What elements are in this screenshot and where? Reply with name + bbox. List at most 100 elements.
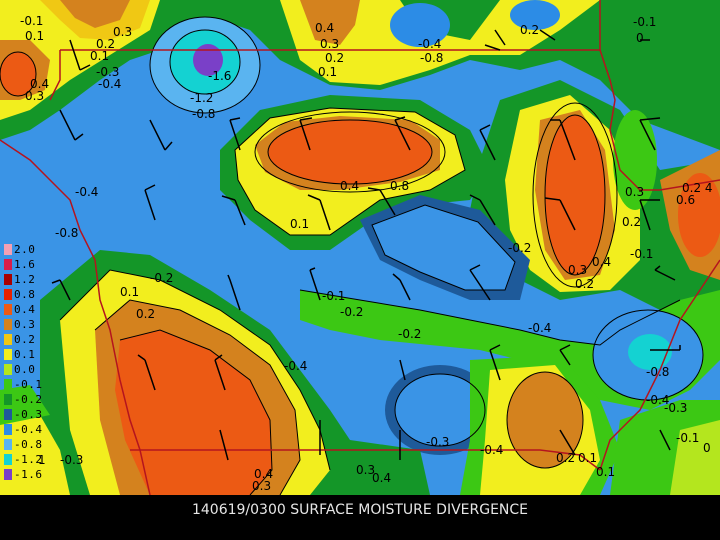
contour-label: 0.2	[556, 451, 575, 465]
legend-label: -1.6	[14, 468, 43, 481]
region-sw-red	[115, 330, 272, 495]
legend-swatch	[4, 379, 12, 390]
contour-label: 0.1	[90, 49, 109, 63]
contour-label: 0.4	[30, 77, 49, 91]
legend-swatch	[4, 439, 12, 450]
legend-swatch	[4, 334, 12, 345]
contour-label: -0.1	[633, 15, 656, 29]
contour-label: 0.3	[25, 89, 44, 103]
contour-label: 0.4	[254, 467, 273, 481]
contour-label: -0.8	[646, 365, 669, 379]
region-top-blue-pocket-2	[510, 0, 560, 30]
contour-label: 0.1	[25, 29, 44, 43]
region-east-bottom-yellow	[670, 420, 720, 495]
region-west-edge-green	[0, 385, 50, 425]
legend-swatch	[4, 364, 12, 375]
contour-label: -0.3	[60, 453, 83, 467]
contour-label: 0.8	[390, 179, 409, 193]
contour-label: 0.3	[320, 37, 339, 51]
contour-lines	[0, 16, 704, 495]
map-caption: 140619/0300 SURFACE MOISTURE DIVERGENCE	[0, 495, 720, 540]
legend-label: 2.0	[14, 243, 36, 256]
contour-label: 0.2	[622, 215, 641, 229]
contour-label: 0.2	[520, 23, 539, 37]
contour-label: 0.1	[596, 465, 615, 479]
contour-label: -0.3	[426, 435, 449, 449]
region-central-red	[268, 120, 432, 184]
legend-swatch	[4, 244, 12, 255]
contour-label: 0.2	[575, 277, 594, 291]
legend-swatch	[4, 394, 12, 405]
region-right-green-pocket	[613, 110, 657, 210]
contour-label: 0.3	[356, 463, 375, 477]
region-purple-core	[193, 44, 223, 76]
contour-label: 0.2	[136, 307, 155, 321]
contour-label: 0.1	[120, 285, 139, 299]
contour-label: -1.2	[190, 91, 213, 105]
contour-label: -0.4	[528, 321, 551, 335]
contour-label: 0.2 4	[682, 181, 713, 195]
legend-swatch	[4, 319, 12, 330]
contour-labels: -0.10.1 0.3 0.40.30.20.1-0.4-0.80.2-0.100.…	[20, 14, 713, 493]
contour-label: -0.2	[340, 305, 363, 319]
legend-label: -0.2	[14, 393, 43, 406]
contour-label: 0.3	[252, 479, 271, 493]
contour-label: -0.4	[75, 185, 98, 199]
legend-swatch	[4, 409, 12, 420]
region-southeast-cyan	[628, 334, 672, 370]
region-west-edge-yellow	[0, 415, 70, 495]
legend-swatch	[4, 424, 12, 435]
contour-label: 0	[703, 441, 711, 455]
divergence-map: -0.10.1 0.3 0.40.30.20.1-0.4-0.80.2-0.100.…	[0, 0, 720, 495]
region-east-red	[678, 173, 720, 257]
contour-label: 0.3	[625, 185, 644, 199]
contour-label: 0.6	[676, 193, 695, 207]
legend-label: 1.2	[14, 273, 36, 286]
legend-label: -1.2	[14, 453, 43, 466]
contour-label: 0.4	[340, 179, 359, 193]
region-se-orange	[507, 372, 583, 468]
contour-label: 0.4	[592, 255, 611, 269]
region-right-red	[545, 115, 605, 275]
legend-label: 0.3	[14, 318, 36, 331]
contour-label: -0.4	[646, 393, 669, 407]
legend-swatch	[4, 289, 12, 300]
contour-label: 0.1	[318, 65, 337, 79]
contour-label: 0.2	[325, 51, 344, 65]
contour-label: 1	[38, 453, 46, 467]
contour-label: -0.3	[664, 401, 687, 415]
contour-label: 0.3	[113, 25, 132, 39]
legend-label: 0.0	[14, 363, 36, 376]
region-nw-red	[0, 52, 36, 96]
contour-label: 0.3	[568, 263, 587, 277]
contour-label: 0	[636, 31, 644, 45]
contour-label: -0.1	[676, 431, 699, 445]
legend-label: 0.4	[14, 303, 36, 316]
contour-label: -0.4	[480, 443, 503, 457]
legend-label: -0.8	[14, 438, 43, 451]
legend-label: 0.2	[14, 333, 36, 346]
legend-swatch	[4, 304, 12, 315]
legend-label: -0.4	[14, 423, 43, 436]
contour-label: -0.8	[192, 107, 215, 121]
legend-swatch	[4, 454, 12, 465]
contour-label: -0.1	[630, 247, 653, 261]
legend-label: -0.3	[14, 408, 43, 421]
contour-label: 0.1	[578, 451, 597, 465]
contour-label: -0.8	[420, 51, 443, 65]
wind-barbs	[51, 29, 681, 461]
color-legend: 2.0 1.6 1.2 0.8 0.4 0.3 0.2 0.1 0.0 -0.1 -0.2 -0.3 -…	[0, 243, 43, 512]
region-center-blue-low-inner	[372, 205, 515, 290]
region-south-blue-low-inner	[395, 374, 485, 446]
legend-swatch	[4, 274, 12, 285]
contour-label: -0.8	[55, 226, 78, 240]
legend-label: 0.8	[14, 288, 36, 301]
region-top-blue-pocket	[390, 3, 450, 47]
contour-label: 0.4	[315, 21, 334, 35]
legend-swatch	[4, 349, 12, 360]
legend-label: 1.6	[14, 258, 36, 271]
contour-label: 0.1	[290, 217, 309, 231]
region-top-orange	[60, 0, 130, 28]
contour-label: -0.4	[418, 37, 441, 51]
legend-label: -0.1	[14, 378, 43, 391]
